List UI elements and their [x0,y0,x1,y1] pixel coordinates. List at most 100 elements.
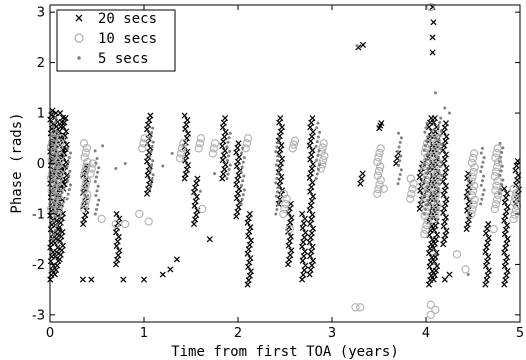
data-point-x-marker [63,141,70,148]
data-point-x-marker [246,210,253,217]
data-point-circle-marker [467,191,477,200]
data-point-circle-marker [279,189,289,198]
data-point-circle-marker [432,156,441,165]
data-point-dot-marker [54,130,58,134]
data-point-dot-marker [480,197,484,201]
data-point-x-marker [503,272,510,279]
data-point-x-marker [120,276,127,283]
data-point-x-marker [308,230,315,237]
data-point-x-marker [432,254,439,261]
data-point-dot-marker [242,174,246,178]
data-point-x-marker [301,248,308,255]
data-point-circle-marker [80,153,89,162]
data-point-x-marker [307,202,314,209]
data-point-x-marker [309,179,316,186]
data-point-x-marker [54,231,61,238]
data-point-x-marker [442,232,449,239]
data-point-x-marker [430,19,437,26]
data-point-x-marker [47,258,54,265]
data-point-circle-marker [426,2,435,12]
data-point-x-marker [299,210,306,217]
data-point-circle-marker [422,202,432,212]
data-point-dot-marker [68,169,72,173]
data-point-x-marker [233,163,240,170]
data-point-dot-marker [66,160,70,164]
data-point-circle-marker [511,193,520,202]
data-point-x-marker [484,225,491,232]
data-point-x-marker [307,138,314,145]
data-point-x-marker [288,214,295,221]
y-tick-label: 2 [37,56,45,71]
data-point-circle-marker [285,224,294,234]
data-point-x-marker [184,117,191,124]
data-point-dot-marker [150,177,154,181]
data-point-x-marker [173,256,180,263]
data-point-dot-marker [170,151,174,155]
data-point-dot-marker [93,212,97,216]
data-point-circle-marker [421,225,430,234]
data-point-circle-marker [430,147,439,156]
data-point-circle-marker [80,186,89,195]
data-point-dot-marker [53,121,57,125]
data-point-x-marker [244,281,251,288]
data-point-x-marker [113,243,120,250]
data-point-dot-marker [274,150,278,154]
data-point-x-marker [54,213,61,220]
data-point-x-marker [192,184,199,191]
data-point-dot-marker [54,147,58,151]
data-point-dot-marker [315,126,319,130]
data-point-x-marker [431,227,438,234]
data-point-dot-marker [423,176,427,180]
data-point-circle-marker [510,197,519,206]
data-point-dot-marker [440,143,444,147]
data-point-dot-marker [97,166,101,170]
data-point-x-marker [441,236,448,243]
legend-label-10-secs: 10 secs [98,31,157,47]
data-point-x-marker [247,268,254,275]
data-point-dot-marker [422,212,426,216]
data-point-x-marker [57,219,64,226]
data-point-x-marker [52,253,59,260]
data-point-dot-marker [479,151,483,155]
data-point-dot-marker [398,140,402,144]
data-point-dot-marker [315,172,319,176]
data-point-circle-marker [432,138,442,147]
data-point-dot-marker [68,151,72,155]
data-point-circle-marker [279,209,288,219]
data-point-x-marker [443,196,450,203]
data-point-x-marker [54,262,61,269]
data-point-x-marker [234,144,241,151]
data-point-dot-marker [399,136,403,140]
data-point-circle-marker [375,162,385,171]
data-point-dot-marker [274,181,278,185]
data-point-x-marker [306,174,313,181]
data-point-dot-marker [151,173,155,177]
data-point-dot-marker [396,150,400,154]
data-point-x-marker [302,262,309,269]
data-point-x-marker [482,281,489,288]
data-point-dot-marker [213,172,216,176]
data-point-dot-marker [67,188,71,192]
data-point-circle-marker [55,200,65,210]
data-point-x-marker [285,242,292,249]
data-point-dot-marker [426,135,430,139]
data-point-x-marker [247,237,254,244]
data-point-x-marker [504,203,511,211]
data-point-circle-marker [373,171,383,180]
data-point-circle-marker [420,166,429,175]
data-point-dot-marker [54,161,58,165]
data-point-dot-marker [53,183,57,187]
data-point-x-marker [300,253,307,260]
data-point-circle-marker [408,184,417,193]
data-point-dot-marker [438,182,442,186]
data-point-x-marker [442,120,449,127]
data-point-circle-marker [420,211,430,221]
data-point-dot-marker [52,219,56,223]
data-point-x-marker [501,249,508,256]
data-point-dot-marker [424,157,428,161]
data-point-x-marker [236,154,243,161]
data-point-x-marker [114,238,121,245]
data-point-x-marker [277,128,284,135]
data-point-circle-marker [319,139,328,148]
